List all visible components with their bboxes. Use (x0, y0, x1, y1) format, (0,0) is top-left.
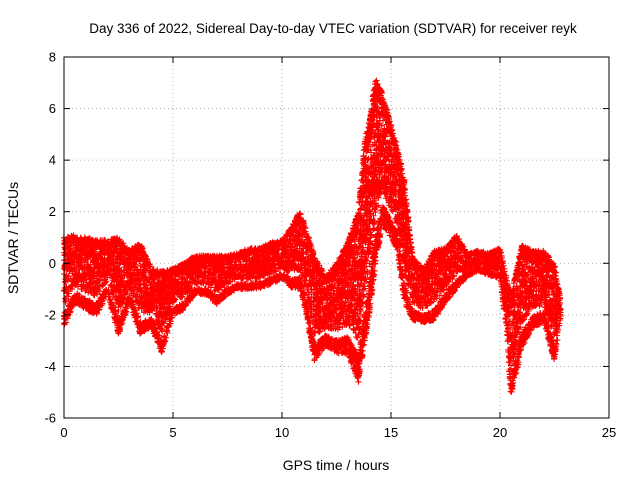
y-tick-label: -4 (44, 359, 56, 374)
x-tick-label: 20 (493, 425, 507, 440)
y-tick-label: -6 (44, 411, 56, 426)
y-axis-label: SDTVAR / TECUs (5, 182, 21, 294)
axis-ticks: 0 5 10 15 20 25 -6 -4 -2 0 2 4 6 8 (44, 50, 616, 441)
y-tick-label: 2 (49, 204, 56, 219)
x-tick-label: 0 (60, 425, 67, 440)
y-tick-label: 0 (49, 256, 56, 271)
chart-title: Day 336 of 2022, Sidereal Day-to-day VTE… (89, 21, 577, 36)
x-tick-label: 15 (384, 425, 398, 440)
y-tick-label: -2 (44, 307, 56, 322)
grid-lines (64, 57, 609, 418)
x-tick-label: 5 (169, 425, 176, 440)
x-tick-label: 25 (602, 425, 616, 440)
y-tick-label: 6 (49, 101, 56, 116)
y-tick-label: 4 (49, 153, 56, 168)
x-tick-label: 10 (275, 425, 289, 440)
series-sdtvar-markers (60, 77, 564, 395)
y-tick-label: 8 (49, 50, 56, 65)
plot-frame (63, 56, 610, 419)
data-marks (60, 77, 564, 395)
x-axis-label: GPS time / hours (283, 457, 390, 473)
